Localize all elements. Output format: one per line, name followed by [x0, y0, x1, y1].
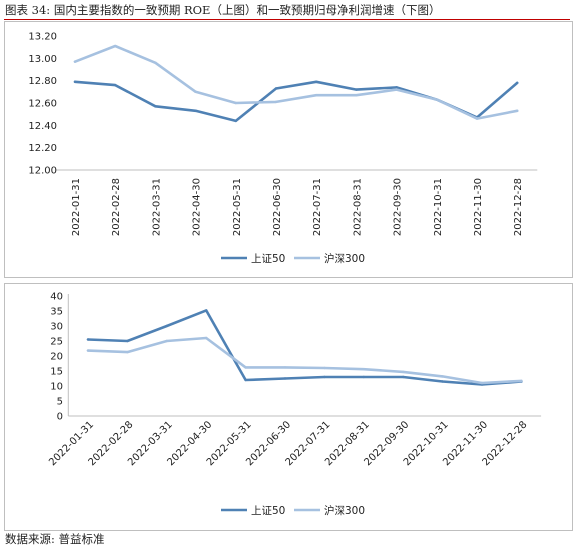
- roe-series-sh50-point: [154, 105, 157, 108]
- growth-series-sh50-point: [205, 309, 208, 312]
- x-tick-label: 2022-12-28: [513, 178, 524, 236]
- roe-series-hs300-point: [435, 98, 438, 101]
- data-source-note: 数据来源: 普益标准: [5, 532, 105, 546]
- roe-series-sh50-point: [73, 80, 77, 83]
- growth-series-sh50-point: [362, 375, 365, 379]
- legend-label-sh50: 上证50: [251, 505, 285, 517]
- roe-series-sh50-point: [355, 88, 358, 91]
- growth-series-sh50-point: [402, 375, 405, 379]
- x-tick-label: 2022-10-31: [433, 178, 444, 236]
- y-tick-label: 30: [50, 322, 63, 333]
- x-tick-label: 2022-05-31: [232, 178, 243, 236]
- roe-series-hs300-point: [194, 90, 197, 94]
- growth-series-sh50-line: [86, 309, 523, 386]
- growth-series-hs300-point: [244, 366, 247, 369]
- roe-series-hs300-point: [274, 100, 278, 104]
- growth-series-hs300-point: [362, 368, 365, 371]
- roe-series-sh50-point: [315, 80, 318, 83]
- growth-series-hs300-point: [205, 336, 208, 340]
- roe-series-hs300-point: [154, 61, 157, 64]
- growth-series-sh50-point: [244, 378, 247, 382]
- roe-series-sh50-point: [194, 109, 197, 113]
- roe-series-hs300-point: [114, 44, 117, 48]
- roe-chart-panel: 12.00 12.20 12.40 12.60 12.80 13.00 13.20 2022-…: [4, 21, 573, 278]
- roe-series-hs300-point: [315, 93, 318, 97]
- roe-series-hs300-point: [355, 93, 358, 97]
- x-tick-label: 2022-01-31: [71, 178, 82, 236]
- y-tick-label: 0: [57, 412, 63, 423]
- y-tick-label: 10: [50, 382, 63, 393]
- x-tick-label: 2022-06-30: [272, 178, 283, 236]
- roe-series-sh50-point: [114, 83, 117, 87]
- x-tick-label: 2022-11-30: [473, 178, 484, 236]
- y-tick-label: 12.80: [28, 76, 57, 87]
- growth-series-sh50-point: [86, 338, 90, 341]
- x-tick-label: 2022-07-31: [312, 178, 323, 236]
- roe-series-sh50-line: [73, 80, 519, 123]
- figure-title: 图表 34: 国内主要指数的一致预期 ROE（上图）和一致预期归母净利润增速（下…: [5, 3, 441, 17]
- profit-growth-chart-panel: 0 5 10 15 20 25 30 35 40 2022-01-31 2022-02-28 2022…: [4, 283, 573, 531]
- x-tick-label: 2022-04-30: [192, 178, 203, 236]
- legend-label-sh50: 上证50: [251, 253, 285, 265]
- growth-series-hs300-point: [323, 366, 326, 370]
- x-tick-label: 2022-02-28: [111, 178, 122, 236]
- growth-series-hs300-point: [480, 381, 484, 385]
- profit-growth-line-chart: 05101520253035402022-01-312022-02-282022…: [47, 292, 542, 517]
- y-tick-label: 15: [50, 367, 63, 378]
- roe-series-sh50-point: [395, 86, 398, 89]
- legend-label-hs300: 沪深300: [324, 252, 365, 265]
- y-tick-label: 13.00: [28, 54, 57, 65]
- roe-series-hs300-line: [73, 44, 519, 120]
- growth-series-hs300-point: [86, 349, 90, 352]
- growth-series-hs300-line: [86, 336, 523, 385]
- growth-series-hs300-point: [126, 350, 129, 354]
- x-tick-label: 2022-03-31: [151, 178, 162, 236]
- y-tick-label: 35: [50, 307, 63, 318]
- legend-label-hs300: 沪深300: [324, 504, 365, 517]
- growth-series-sh50-point: [323, 375, 326, 379]
- roe-line-chart: 12.00 12.20 12.40 12.60 12.80 13.00 13.20 2022-…: [28, 32, 538, 265]
- x-tick-label: 2022-09-30: [393, 178, 404, 236]
- y-tick-label: 12.40: [28, 121, 57, 132]
- growth-series-sh50-point: [165, 324, 168, 328]
- roe-series-sh50-point: [274, 87, 278, 90]
- y-tick-label: 40: [50, 292, 63, 303]
- y-tick-label: 12.60: [28, 99, 57, 110]
- growth-series-hs300-point: [520, 379, 523, 383]
- y-tick-label: 20: [50, 352, 63, 363]
- growth-series-sh50-point: [441, 380, 444, 383]
- roe-series-sh50-point: [234, 119, 237, 123]
- y-tick-label: 12.00: [28, 166, 57, 177]
- growth-series-hs300-point: [165, 339, 168, 343]
- growth-series-hs300-point: [402, 370, 405, 374]
- y-tick-label: 25: [50, 337, 63, 348]
- title-rule: [4, 19, 570, 20]
- roe-series-hs300-point: [475, 117, 479, 120]
- roe-series-hs300-point: [395, 88, 398, 91]
- roe-series-hs300-point: [234, 101, 237, 105]
- roe-series-sh50-point: [516, 81, 519, 85]
- growth-series-sh50-point: [283, 377, 287, 380]
- growth-series-hs300-point: [441, 375, 444, 378]
- x-tick-label: 2022-08-31: [352, 178, 363, 236]
- growth-series-sh50-point: [126, 339, 129, 343]
- y-tick-label: 12.20: [28, 143, 57, 154]
- roe-series-hs300-point: [73, 60, 77, 63]
- y-tick-label: 13.20: [28, 32, 57, 43]
- roe-series-hs300-point: [516, 109, 519, 113]
- y-tick-label: 5: [57, 397, 63, 408]
- growth-series-hs300-point: [283, 366, 287, 369]
